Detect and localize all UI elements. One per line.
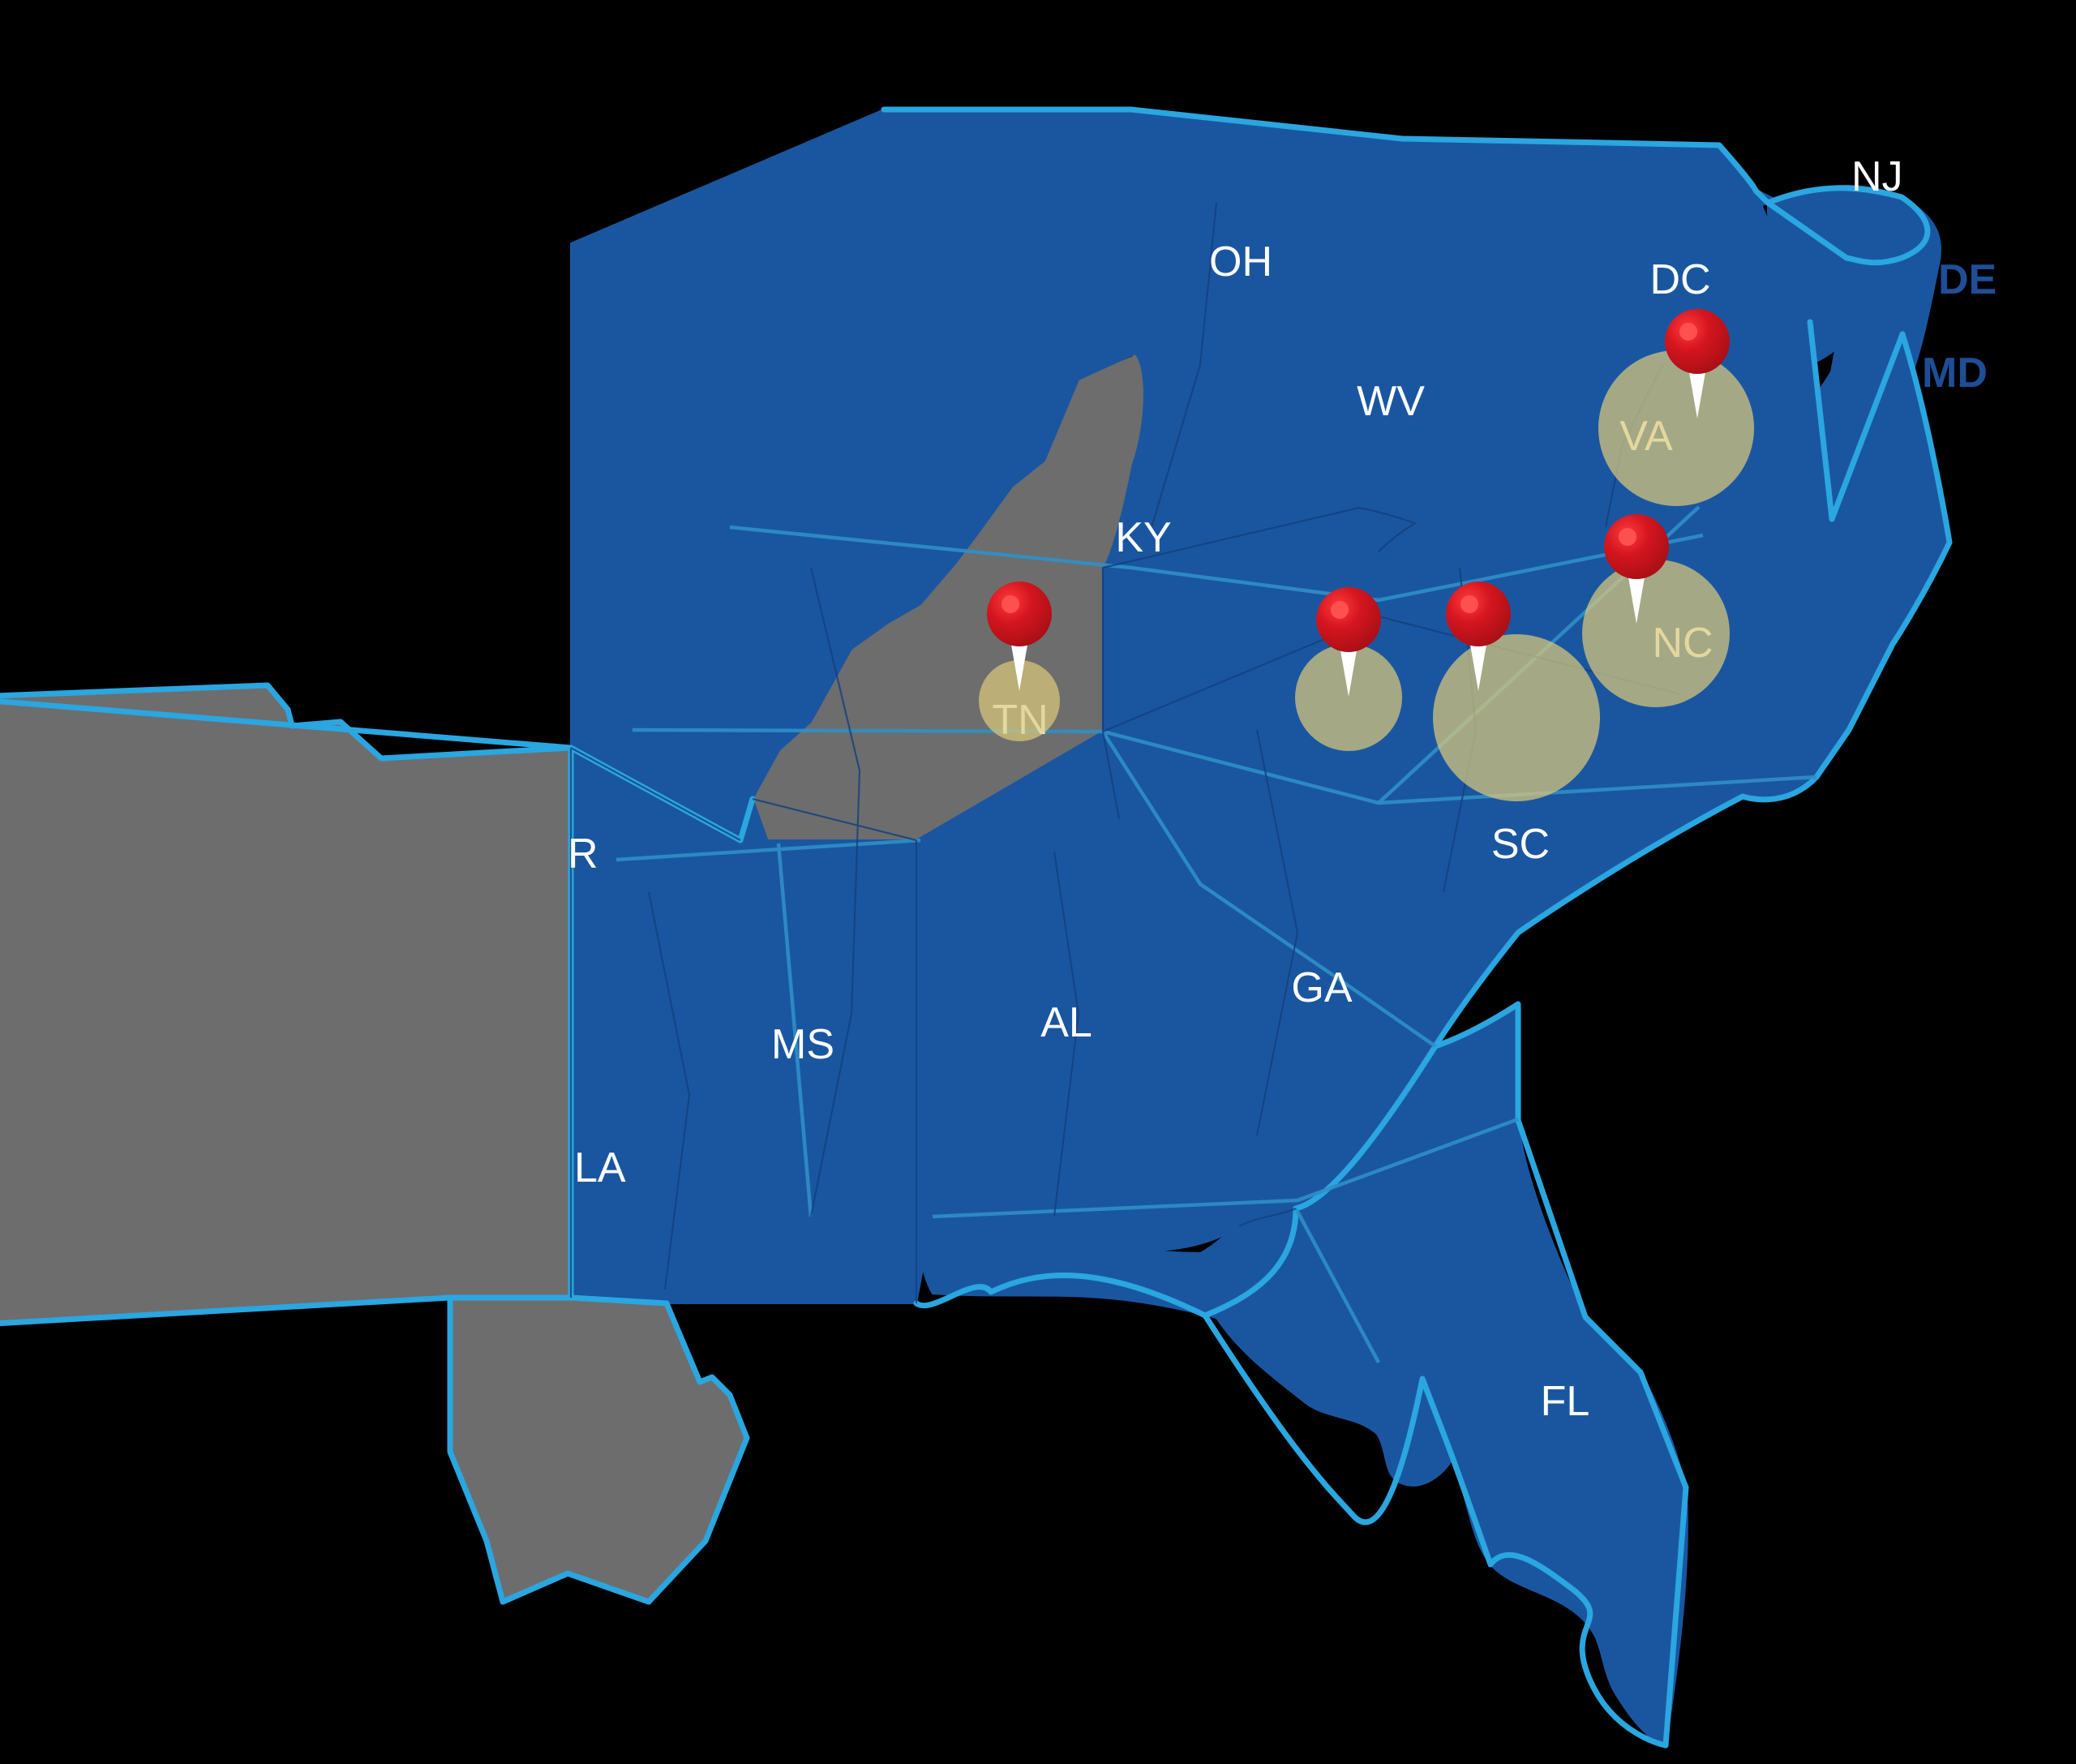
svg-text:MS: MS xyxy=(771,1021,834,1068)
svg-text:DE: DE xyxy=(1938,256,1997,303)
svg-text:KY: KY xyxy=(1115,514,1171,561)
svg-text:OH: OH xyxy=(1209,238,1272,285)
svg-text:MD: MD xyxy=(1922,350,1988,397)
svg-text:DC: DC xyxy=(1649,256,1710,303)
svg-text:SC: SC xyxy=(1491,821,1550,868)
svg-text:LA: LA xyxy=(574,1144,626,1191)
svg-text:R: R xyxy=(568,830,598,878)
svg-text:WV: WV xyxy=(1357,378,1425,425)
svg-text:AL: AL xyxy=(1040,999,1092,1046)
svg-text:FL: FL xyxy=(1541,1378,1590,1425)
svg-text:NJ: NJ xyxy=(1851,153,1903,200)
svg-text:GA: GA xyxy=(1291,964,1352,1011)
